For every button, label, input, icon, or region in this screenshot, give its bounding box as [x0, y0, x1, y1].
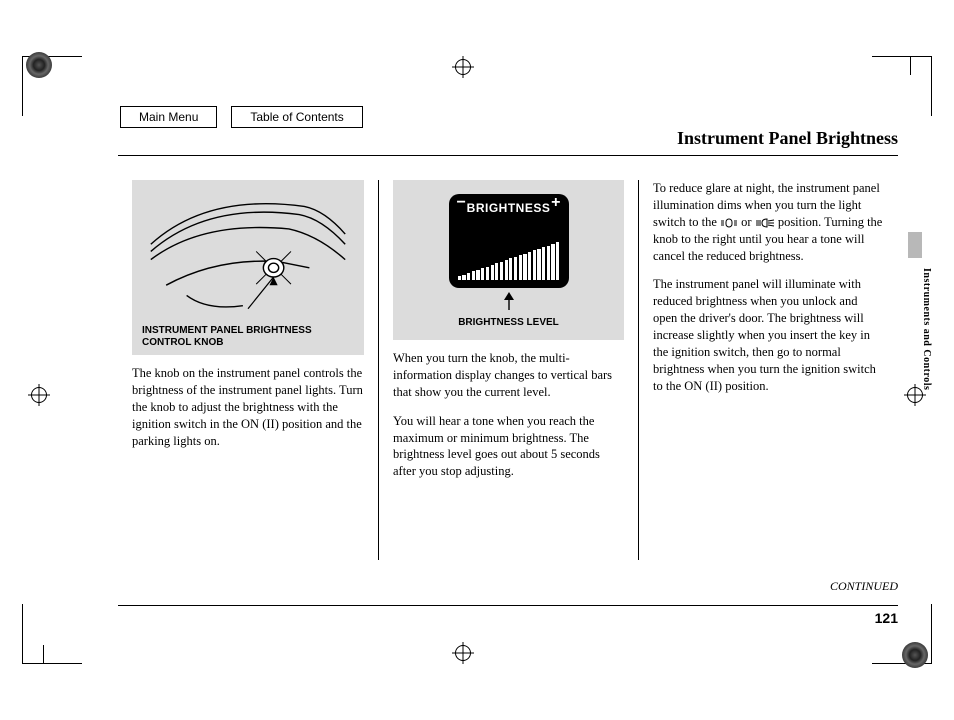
- brightness-bar: [476, 270, 479, 280]
- brightness-bar: [509, 258, 512, 280]
- brightness-bar: [500, 262, 503, 281]
- brightness-bar: [458, 276, 461, 280]
- brightness-bar: [486, 267, 489, 281]
- toc-button[interactable]: Table of Contents: [231, 106, 362, 128]
- brightness-bar: [472, 271, 475, 280]
- figure2-caption: BRIGHTNESS LEVEL: [458, 316, 559, 330]
- continued-label: CONTINUED: [830, 579, 898, 594]
- brightness-bar: [533, 250, 536, 280]
- brightness-bar: [523, 254, 526, 281]
- col3-para1: To reduce glare at night, the instrument…: [653, 180, 884, 264]
- brightness-bar: [505, 260, 508, 280]
- figure-brightness-display: BRIGHTNESS − + BRIGHTNESS LEVEL: [393, 180, 624, 340]
- brightness-bar: [495, 263, 498, 280]
- crop-mark-tr: [872, 56, 932, 116]
- brightness-lcd-box: BRIGHTNESS − +: [449, 194, 569, 288]
- page-number: 121: [118, 605, 898, 626]
- brightness-bar: [537, 249, 540, 281]
- col1-para1: The knob on the instrument panel control…: [132, 365, 364, 449]
- brightness-bar: [551, 244, 554, 280]
- brightness-bar: [519, 255, 522, 280]
- main-menu-button[interactable]: Main Menu: [120, 106, 217, 128]
- brightness-bar: [491, 265, 494, 280]
- starburst-icon: [902, 642, 928, 668]
- brightness-bar: [467, 273, 470, 280]
- parking-light-icon: [720, 218, 738, 228]
- figure-knob-diagram: INSTRUMENT PANEL BRIGHTNESS CONTROL KNOB: [132, 180, 364, 355]
- brightness-bar: [547, 246, 550, 281]
- col3-p1-b: or: [741, 215, 755, 229]
- register-mark-bottom: [452, 642, 474, 664]
- register-mark-top: [452, 56, 474, 78]
- brightness-bar: [528, 252, 531, 280]
- minus-icon: −: [457, 192, 466, 214]
- plus-icon: +: [551, 192, 560, 214]
- brightness-bar: [542, 247, 545, 280]
- brightness-bar: [481, 268, 484, 280]
- brightness-bar: [514, 257, 517, 280]
- register-mark-left: [28, 384, 50, 406]
- col2-para2: You will hear a tone when you reach the …: [393, 413, 624, 481]
- headlight-icon: [755, 218, 775, 228]
- col3-para2: The instrument panel will illuminate wit…: [653, 276, 884, 394]
- column-3: To reduce glare at night, the instrument…: [638, 180, 898, 560]
- brightness-bar: [556, 242, 559, 280]
- section-tab: [908, 232, 922, 258]
- col2-para1: When you turn the knob, the multi-inform…: [393, 350, 624, 401]
- starburst-icon: [26, 52, 52, 78]
- arrow-up-icon: [503, 292, 515, 310]
- crop-mark-bl: [22, 604, 82, 664]
- brightness-bars: [458, 214, 560, 280]
- brightness-bar: [462, 275, 465, 281]
- page-content: Instrument Panel Brightness Instruments …: [118, 128, 898, 630]
- page-title: Instrument Panel Brightness: [118, 128, 898, 156]
- column-1: INSTRUMENT PANEL BRIGHTNESS CONTROL KNOB…: [118, 180, 378, 560]
- nav-buttons: Main Menu Table of Contents: [120, 106, 363, 128]
- column-2: BRIGHTNESS − + BRIGHTNESS LEVEL When you…: [378, 180, 638, 560]
- section-side-label: Instruments and Controls: [921, 268, 932, 390]
- knob-diagram-svg: [142, 188, 354, 321]
- figure1-caption: INSTRUMENT PANEL BRIGHTNESS CONTROL KNOB: [142, 325, 354, 349]
